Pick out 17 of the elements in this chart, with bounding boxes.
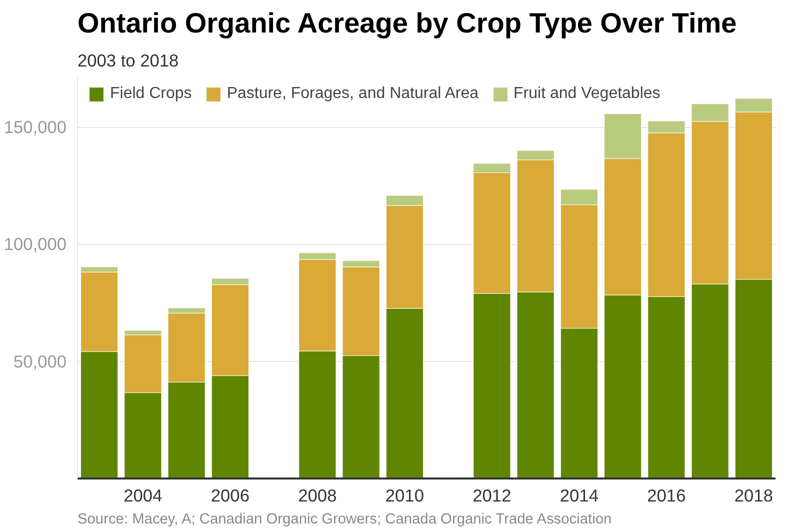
x-tick-label: 2006 <box>210 486 250 506</box>
y-tick-label: 100,000 <box>4 234 67 254</box>
chart-title: Ontario Organic Acreage by Crop Type Over Time <box>78 8 737 38</box>
x-tick-label: 2010 <box>385 486 424 506</box>
y-tick-label: 150,000 <box>4 117 67 138</box>
legend-label: Field Crops <box>110 85 192 103</box>
x-tick-label: 2016 <box>647 486 686 506</box>
y-tick-label: 50,000 <box>14 351 66 372</box>
legend-label: Pasture, Forages, and Natural Area <box>226 85 479 103</box>
source-note: Source: Macey, A; Canadian Organic Growers; Canada Organic Trade Association <box>78 512 612 528</box>
x-tick-label: 2008 <box>298 486 337 506</box>
x-tick-label: 2004 <box>124 486 163 506</box>
x-tick-label: 2012 <box>472 486 512 506</box>
chart-subtitle: 2003 to 2018 <box>78 50 179 70</box>
legend-label: Fruit and Vegetables <box>514 85 660 103</box>
x-tick-label: 2014 <box>560 486 599 506</box>
x-tick-label: 2018 <box>734 486 773 506</box>
